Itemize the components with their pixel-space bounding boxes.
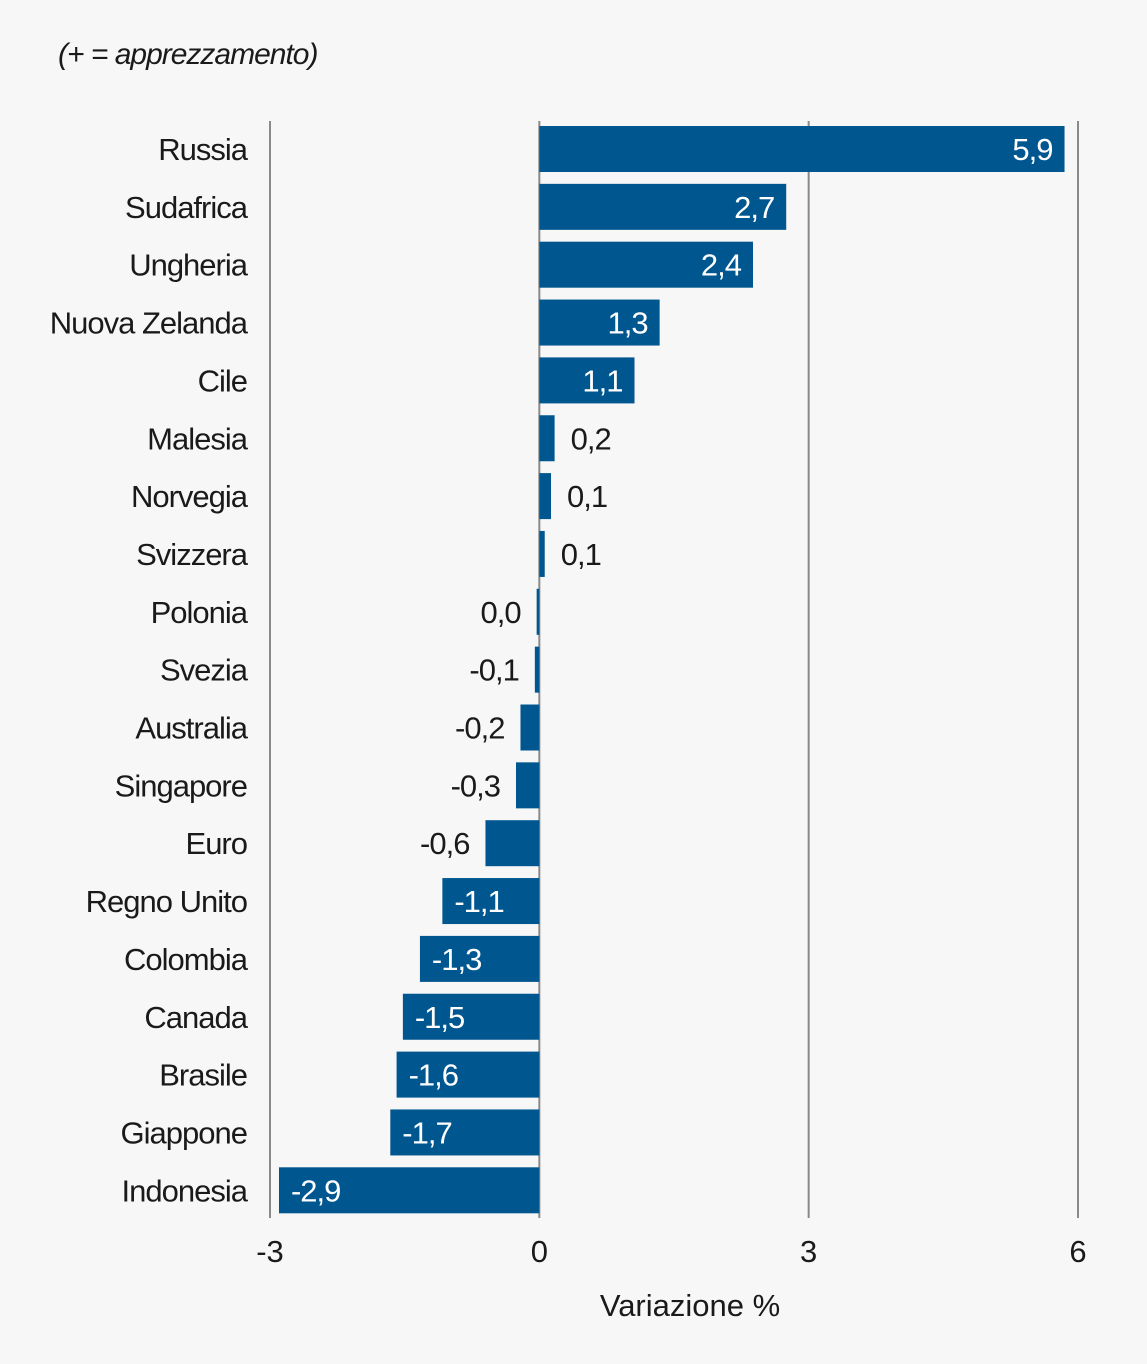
value-label: 0,1 bbox=[567, 479, 607, 514]
bar bbox=[515, 762, 540, 809]
x-tick-labels: -3 0 3 6 bbox=[256, 1234, 1086, 1269]
category-label: Singapore bbox=[115, 768, 247, 803]
category-label: Euro bbox=[186, 826, 247, 861]
category-label: Giappone bbox=[121, 1115, 247, 1150]
category-label: Colombia bbox=[124, 942, 249, 977]
value-label: 2,4 bbox=[701, 248, 742, 283]
value-label: -0,1 bbox=[469, 653, 518, 688]
category-label: Malesia bbox=[147, 421, 249, 456]
bar bbox=[539, 126, 1065, 172]
value-label: -1,1 bbox=[454, 884, 503, 919]
category-label: Norvegia bbox=[131, 479, 249, 514]
value-label: -0,3 bbox=[451, 768, 500, 803]
bar bbox=[539, 357, 635, 404]
bar bbox=[534, 646, 540, 693]
value-label: -0,2 bbox=[455, 711, 504, 746]
bar bbox=[539, 241, 754, 288]
bar bbox=[278, 1167, 540, 1214]
value-label: -1,5 bbox=[415, 1000, 464, 1035]
value-label: 2,7 bbox=[734, 190, 774, 225]
category-label: Ungheria bbox=[129, 248, 249, 283]
value-label: 1,1 bbox=[582, 363, 622, 398]
value-label: -1,6 bbox=[409, 1058, 458, 1093]
bars bbox=[278, 126, 1065, 1214]
bar bbox=[485, 820, 540, 867]
value-label: -1,3 bbox=[432, 942, 481, 977]
bar bbox=[396, 1051, 540, 1098]
value-label: 0,1 bbox=[561, 537, 601, 572]
bar bbox=[390, 1109, 540, 1156]
category-label: Polonia bbox=[151, 595, 249, 630]
x-tick-label: -3 bbox=[256, 1234, 284, 1269]
bar bbox=[402, 993, 540, 1040]
category-label: Svizzera bbox=[136, 537, 249, 572]
value-label: -2,9 bbox=[291, 1173, 340, 1208]
value-label: 5,9 bbox=[1012, 132, 1052, 167]
bar bbox=[419, 935, 540, 982]
value-label: 0,2 bbox=[571, 421, 611, 456]
value-labels: 5,9 2,7 2,4 1,3 1,1 0,2 0,1 0,1 0,0 -0,1 -0,2 -0,3 -… bbox=[291, 132, 1054, 1208]
value-label: -1,7 bbox=[402, 1115, 451, 1150]
bar bbox=[536, 588, 540, 635]
category-label: Regno Unito bbox=[86, 884, 247, 919]
category-labels: Russia Sudafrica Ungheria Nuova Zelanda Cile… bbox=[50, 132, 250, 1208]
bar bbox=[520, 704, 540, 751]
value-label: 0,0 bbox=[481, 595, 522, 630]
category-label: Svezia bbox=[160, 653, 249, 688]
bar bbox=[539, 183, 787, 230]
category-label: Cile bbox=[198, 363, 247, 398]
bar bbox=[539, 299, 660, 346]
category-label: Indonesia bbox=[122, 1173, 249, 1208]
category-label: Nuova Zelanda bbox=[50, 306, 249, 341]
x-tick-label: 0 bbox=[531, 1234, 548, 1269]
chart-subtitle: (+ = apprezzamento) bbox=[58, 38, 317, 71]
category-label: Australia bbox=[135, 711, 248, 746]
bar bbox=[442, 878, 540, 925]
bar bbox=[539, 415, 555, 462]
bar bbox=[539, 473, 552, 520]
x-tick-label: 6 bbox=[1069, 1234, 1086, 1269]
category-label: Russia bbox=[158, 132, 249, 167]
value-label: 1,3 bbox=[608, 306, 648, 341]
value-label: -0,6 bbox=[420, 826, 469, 861]
bar bbox=[539, 530, 545, 577]
category-label: Canada bbox=[144, 1000, 248, 1035]
x-tick-label: 3 bbox=[800, 1234, 817, 1269]
category-label: Sudafrica bbox=[125, 190, 249, 225]
x-axis-title: Variazione % bbox=[600, 1288, 780, 1323]
category-label: Brasile bbox=[159, 1058, 247, 1093]
